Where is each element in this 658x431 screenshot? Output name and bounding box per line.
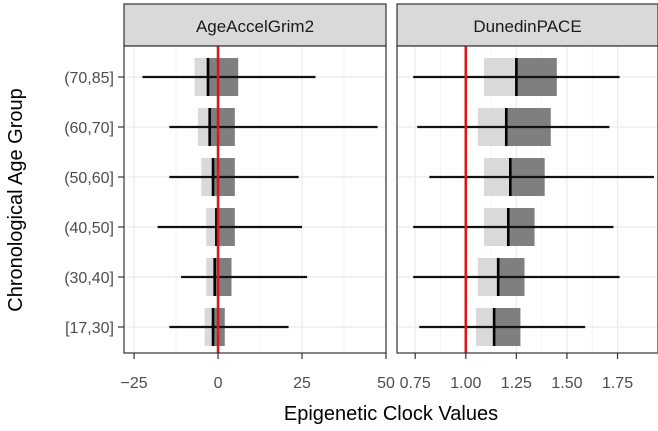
- y-tick-label: (40,50]: [64, 220, 114, 237]
- panel-1-box-(40,50]: [413, 208, 614, 246]
- y-axis-title: Chronological Age Group: [5, 88, 27, 311]
- panel-1-x-tick-label: 1.25: [501, 375, 532, 392]
- panel-0-strip-title: AgeAccelGrim2: [196, 17, 314, 36]
- panel-1-box-(60,70]: [417, 108, 610, 146]
- panel-0-x-tick-label: 50: [377, 375, 395, 392]
- panel-0-box-(40,50]: [157, 208, 303, 246]
- panel-1-box-[17,30]: [419, 308, 586, 346]
- panel-1-x-tick-label: 1.50: [551, 375, 582, 392]
- y-tick-label: [17,30]: [65, 320, 114, 337]
- panel-1-box-(70,85]: [413, 58, 620, 96]
- y-tick-label: (60,70]: [64, 120, 114, 137]
- panel-1-border: [396, 45, 658, 354]
- y-tick-label: (70,85]: [64, 70, 114, 87]
- panel-1-box-(50,60]: [429, 158, 654, 196]
- panel-0-x-tick-label: 25: [293, 375, 311, 392]
- panel-0-background: [124, 46, 386, 353]
- y-tick-label: (30,40]: [64, 270, 114, 287]
- panel-1-box-(30,40]: [413, 258, 620, 296]
- panel-0-x-tick-label: −25: [121, 375, 148, 392]
- panel-0-box-(70,85]: [142, 58, 316, 96]
- panel-0-x-tick-label: 0: [214, 375, 223, 392]
- panel-1-x-tick-label: 0.75: [400, 375, 431, 392]
- panel-1-x-tick-label: 1.00: [450, 375, 481, 392]
- panel-1-strip-title: DunedinPACE: [473, 17, 581, 36]
- x-axis-title: Epigenetic Clock Values: [284, 403, 498, 425]
- panel-1-x-tick-label: 1.75: [602, 375, 633, 392]
- panel-0-border: [123, 45, 387, 354]
- y-tick-label: (50,60]: [64, 170, 114, 187]
- panel-0-box-(60,70]: [169, 108, 378, 146]
